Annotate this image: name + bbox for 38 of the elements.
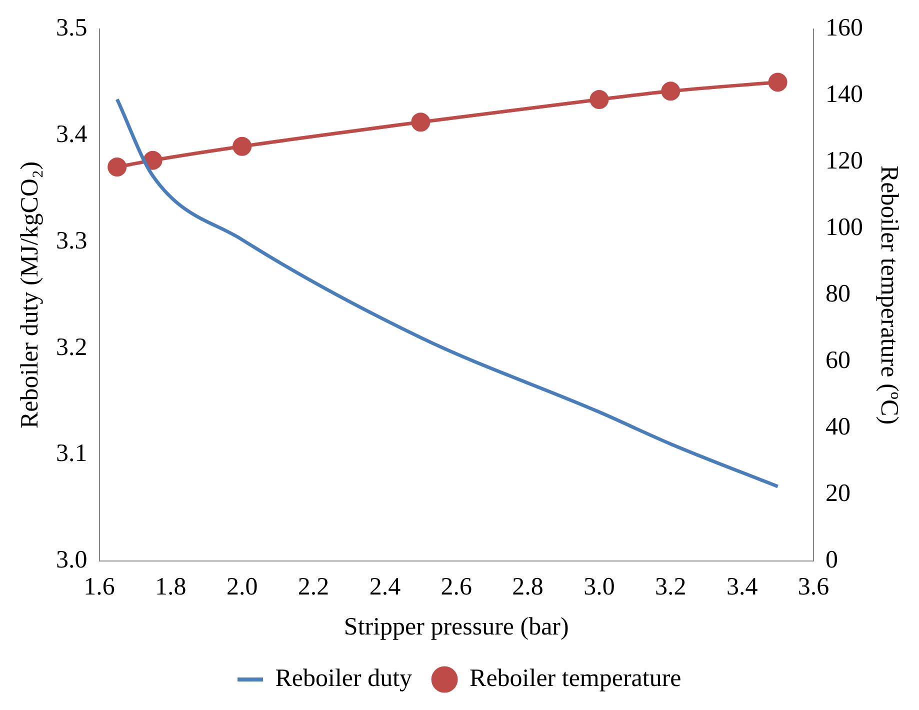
y2-tick-label: 80 [826, 280, 850, 308]
x-tick-label: 2.8 [512, 574, 544, 601]
y-axis-title: Reboiler duty (MJ/kgCO₂) [16, 161, 44, 429]
y2-tick-label: 140 [826, 81, 863, 108]
y-tick-label: 3.4 [56, 120, 88, 148]
x-tick-label: 1.6 [84, 574, 115, 601]
x-tick-label: 3.4 [726, 574, 758, 601]
y2-tick-label: 120 [826, 148, 863, 175]
y-tick-label: 3.2 [56, 334, 88, 361]
y2-tick-label: 160 [826, 14, 863, 42]
x-tick-label: 3.0 [584, 574, 615, 601]
y2-tick-label: 60 [826, 347, 850, 374]
y-tick-label: 3.5 [56, 14, 88, 42]
y2-tick-label: 20 [826, 480, 850, 508]
point [108, 157, 127, 176]
y-tick-label: 3.1 [56, 440, 88, 468]
x-tick-label: 3.2 [655, 574, 686, 601]
x-axis-title: Stripper pressure (bar) [344, 614, 569, 641]
point [411, 112, 430, 132]
y2-tick-label: 100 [826, 214, 863, 242]
legend-label: Reboiler duty [275, 665, 413, 692]
point [590, 90, 609, 109]
x-tick-label: 2.0 [226, 574, 258, 601]
legend-label: Reboiler temperature [470, 665, 682, 692]
x-tick-label: 2.6 [440, 574, 472, 601]
point [768, 72, 788, 92]
point [661, 82, 680, 101]
y2-axis-title: Reboiler temperature (ºC) [875, 165, 902, 425]
x-tick-label: 2.2 [298, 574, 330, 601]
line-series [115, 97, 780, 488]
point [232, 136, 252, 156]
x-tick-label: 1.8 [155, 574, 186, 601]
y2-tick-label: 40 [826, 414, 850, 441]
x-tick-label: 2.4 [369, 574, 402, 601]
y-tick-label: 3.0 [56, 546, 88, 574]
y2-tick-label: 0 [826, 546, 838, 574]
x-tick-label: 3.6 [798, 574, 830, 601]
y-tick-label: 3.3 [56, 227, 88, 254]
